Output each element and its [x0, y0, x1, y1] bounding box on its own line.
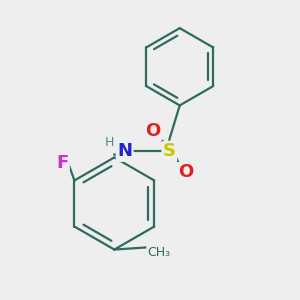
Text: CH₃: CH₃: [147, 246, 170, 259]
Text: N: N: [117, 142, 132, 160]
Text: O: O: [145, 122, 160, 140]
Text: F: F: [56, 154, 68, 172]
Text: H: H: [105, 136, 115, 149]
Text: S: S: [163, 142, 176, 160]
Text: O: O: [178, 163, 193, 181]
